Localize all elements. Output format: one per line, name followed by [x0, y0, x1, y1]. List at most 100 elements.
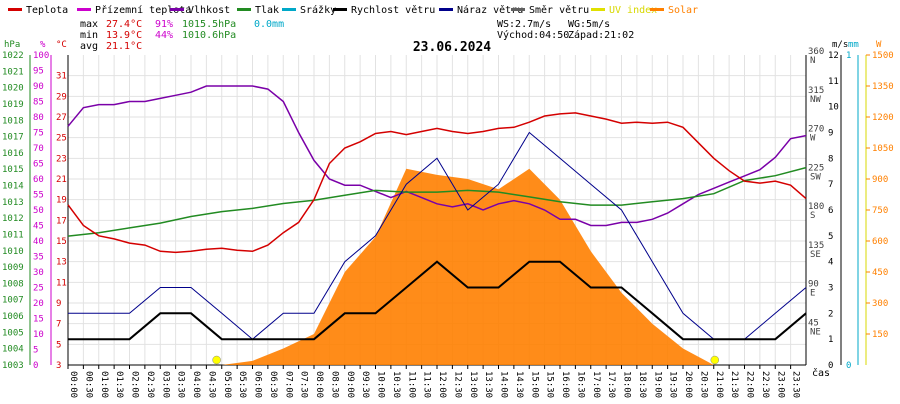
unit-solar: W	[876, 40, 882, 50]
x-tick-label: 16:30	[575, 371, 585, 398]
legend-swatch-0	[8, 8, 22, 11]
humidity-tick-label: 45	[33, 222, 44, 232]
x-tick-label: 19:00	[652, 371, 662, 398]
x-tick-label: 05:00	[222, 371, 232, 398]
stat-max-temp: 27.4°C	[106, 19, 142, 30]
x-tick-label: 17:00	[591, 371, 601, 398]
humidity-tick-label: 75	[33, 129, 44, 139]
temperature-line	[67, 112, 807, 254]
direction-tick-name: SE	[810, 250, 821, 260]
temperature-tick-label: 5	[56, 340, 61, 350]
temperature-tick-label: 21	[56, 175, 67, 185]
x-tick-label: 06:00	[253, 371, 263, 398]
x-tick-label: 14:30	[514, 371, 524, 398]
legend-swatch-5	[333, 8, 347, 11]
legend-swatch-3	[237, 8, 251, 11]
wind-tick-label: 11	[828, 77, 839, 87]
x-tick-label: 19:30	[668, 371, 678, 398]
stat-min-temp: 13.9°C	[106, 30, 142, 41]
direction-tick-name: W	[810, 134, 816, 144]
humidity-tick-label: 20	[33, 299, 44, 309]
unit-wind: m/s	[832, 40, 848, 50]
legend-label-0: Teplota	[26, 5, 68, 16]
x-tick-label: 08:30	[329, 371, 339, 398]
x-tick-label: 13:30	[483, 371, 493, 398]
legend-swatch-6	[439, 8, 453, 11]
pressure-line	[67, 166, 807, 237]
humidity-tick-label: 60	[33, 175, 44, 185]
humidity-tick-label: 70	[33, 144, 44, 154]
x-tick-label: 03:00	[160, 371, 170, 398]
wind-tick-label: 7	[828, 180, 833, 190]
x-tick-label: 18:30	[637, 371, 647, 398]
temperature-tick-label: 9	[56, 299, 61, 309]
direction-tick-name: S	[810, 211, 815, 221]
x-tick-label: 04:30	[206, 371, 216, 398]
chart-title: 23.06.2024	[413, 40, 491, 55]
unit-rain: mm	[848, 40, 859, 50]
x-tick-label: 09:00	[345, 371, 355, 398]
direction-tick-name: NW	[810, 95, 821, 105]
temperature-tick-label: 29	[56, 92, 67, 102]
pressure-tick-label: 1005	[2, 328, 24, 338]
legend-label-9: Solar	[668, 5, 698, 16]
pressure-tick-label: 1006	[2, 312, 24, 322]
solar-tick-label: 750	[872, 206, 888, 216]
legend-label-4: Srážky	[300, 4, 336, 16]
legend-label-5: Rychlost větru	[351, 4, 435, 16]
wind-tick-label: 9	[828, 129, 833, 139]
stat-min-hum: 44%	[155, 30, 173, 41]
wind-tick-label: 12	[828, 51, 839, 61]
pressure-tick-label: 1022	[2, 51, 24, 61]
pressure-tick-label: 1008	[2, 279, 24, 289]
x-tick-label: 11:30	[422, 371, 432, 398]
x-tick-label: 20:30	[698, 371, 708, 398]
x-tick-label: 12:30	[452, 371, 462, 398]
solar-tick-label: 1200	[872, 113, 894, 123]
x-tick-label: 22:00	[745, 371, 755, 398]
legend-label-1: Přízemní teplota	[95, 4, 191, 16]
wind-tick-label: 8	[828, 154, 833, 164]
pressure-tick-label: 1015	[2, 165, 24, 175]
humidity-tick-label: 50	[33, 206, 44, 216]
wind-tick-label: 2	[828, 309, 833, 319]
stat-wg: WG:5m/s	[568, 19, 610, 30]
legend-label-6: Náraz větru	[457, 4, 523, 16]
pressure-tick-label: 1003	[2, 361, 24, 371]
x-tick-label: 21:30	[729, 371, 739, 398]
stat-max-hum: 91%	[155, 19, 173, 30]
pressure-tick-label: 1016	[2, 149, 24, 159]
wind-speed-line	[68, 260, 807, 341]
legend-swatch-9	[650, 8, 664, 11]
temperature-tick-label: 23	[56, 154, 67, 164]
plot-area	[67, 85, 807, 365]
humidity-tick-label: 90	[33, 82, 44, 92]
sunrise-marker	[212, 355, 221, 365]
pressure-tick-label: 1007	[2, 296, 24, 306]
solar-tick-label: 450	[872, 268, 888, 278]
pressure-tick-label: 1021	[2, 67, 24, 77]
humidity-tick-label: 0	[33, 361, 38, 371]
x-tick-label: 03:30	[176, 371, 186, 398]
x-tick-label: 23:00	[775, 371, 785, 398]
x-tick-label: 00:00	[68, 371, 78, 398]
stat-rain: 0.0mm	[254, 19, 284, 30]
temperature-tick-label: 11	[56, 278, 67, 288]
stat-avg-temp: 21.1°C	[106, 41, 142, 52]
x-tick-label: 01:00	[99, 371, 109, 398]
humidity-tick-label: 100	[33, 51, 49, 61]
x-axis-label: čas	[812, 367, 830, 379]
direction-tick-name: E	[810, 289, 815, 299]
x-tick-label: 02:30	[145, 371, 155, 398]
humidity-tick-label: 80	[33, 113, 44, 123]
stat-sunset: Západ:21:02	[568, 29, 634, 41]
stats-block: max 27.4°C 91% 1015.5hPa 0.0mm min 13.9°…	[80, 19, 634, 52]
direction-tick-name: SW	[810, 172, 821, 182]
pressure-tick-label: 1014	[2, 182, 24, 192]
humidity-tick-label: 40	[33, 237, 44, 247]
temperature-tick-label: 3	[56, 361, 61, 371]
x-tick-label: 10:30	[391, 371, 401, 398]
temperature-tick-label: 25	[56, 134, 67, 144]
